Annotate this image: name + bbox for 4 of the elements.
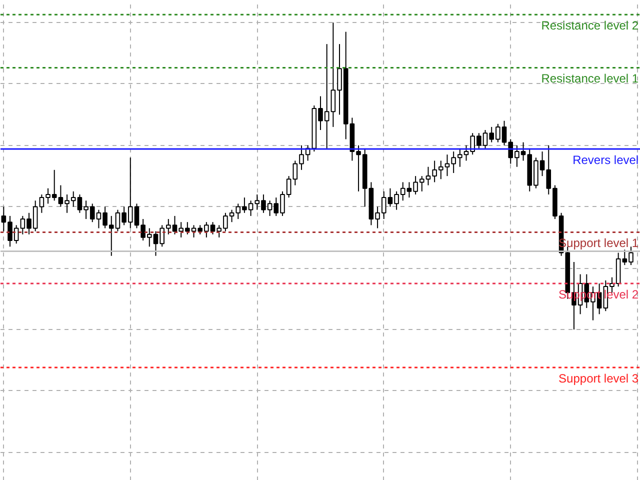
- ref-line-label: Revers level: [572, 153, 639, 168]
- ref-line-label: Resistance level 1: [541, 72, 639, 86]
- ref-line-label: Resistance level 2: [541, 18, 639, 33]
- ref-line-label: Support level 3: [558, 372, 639, 386]
